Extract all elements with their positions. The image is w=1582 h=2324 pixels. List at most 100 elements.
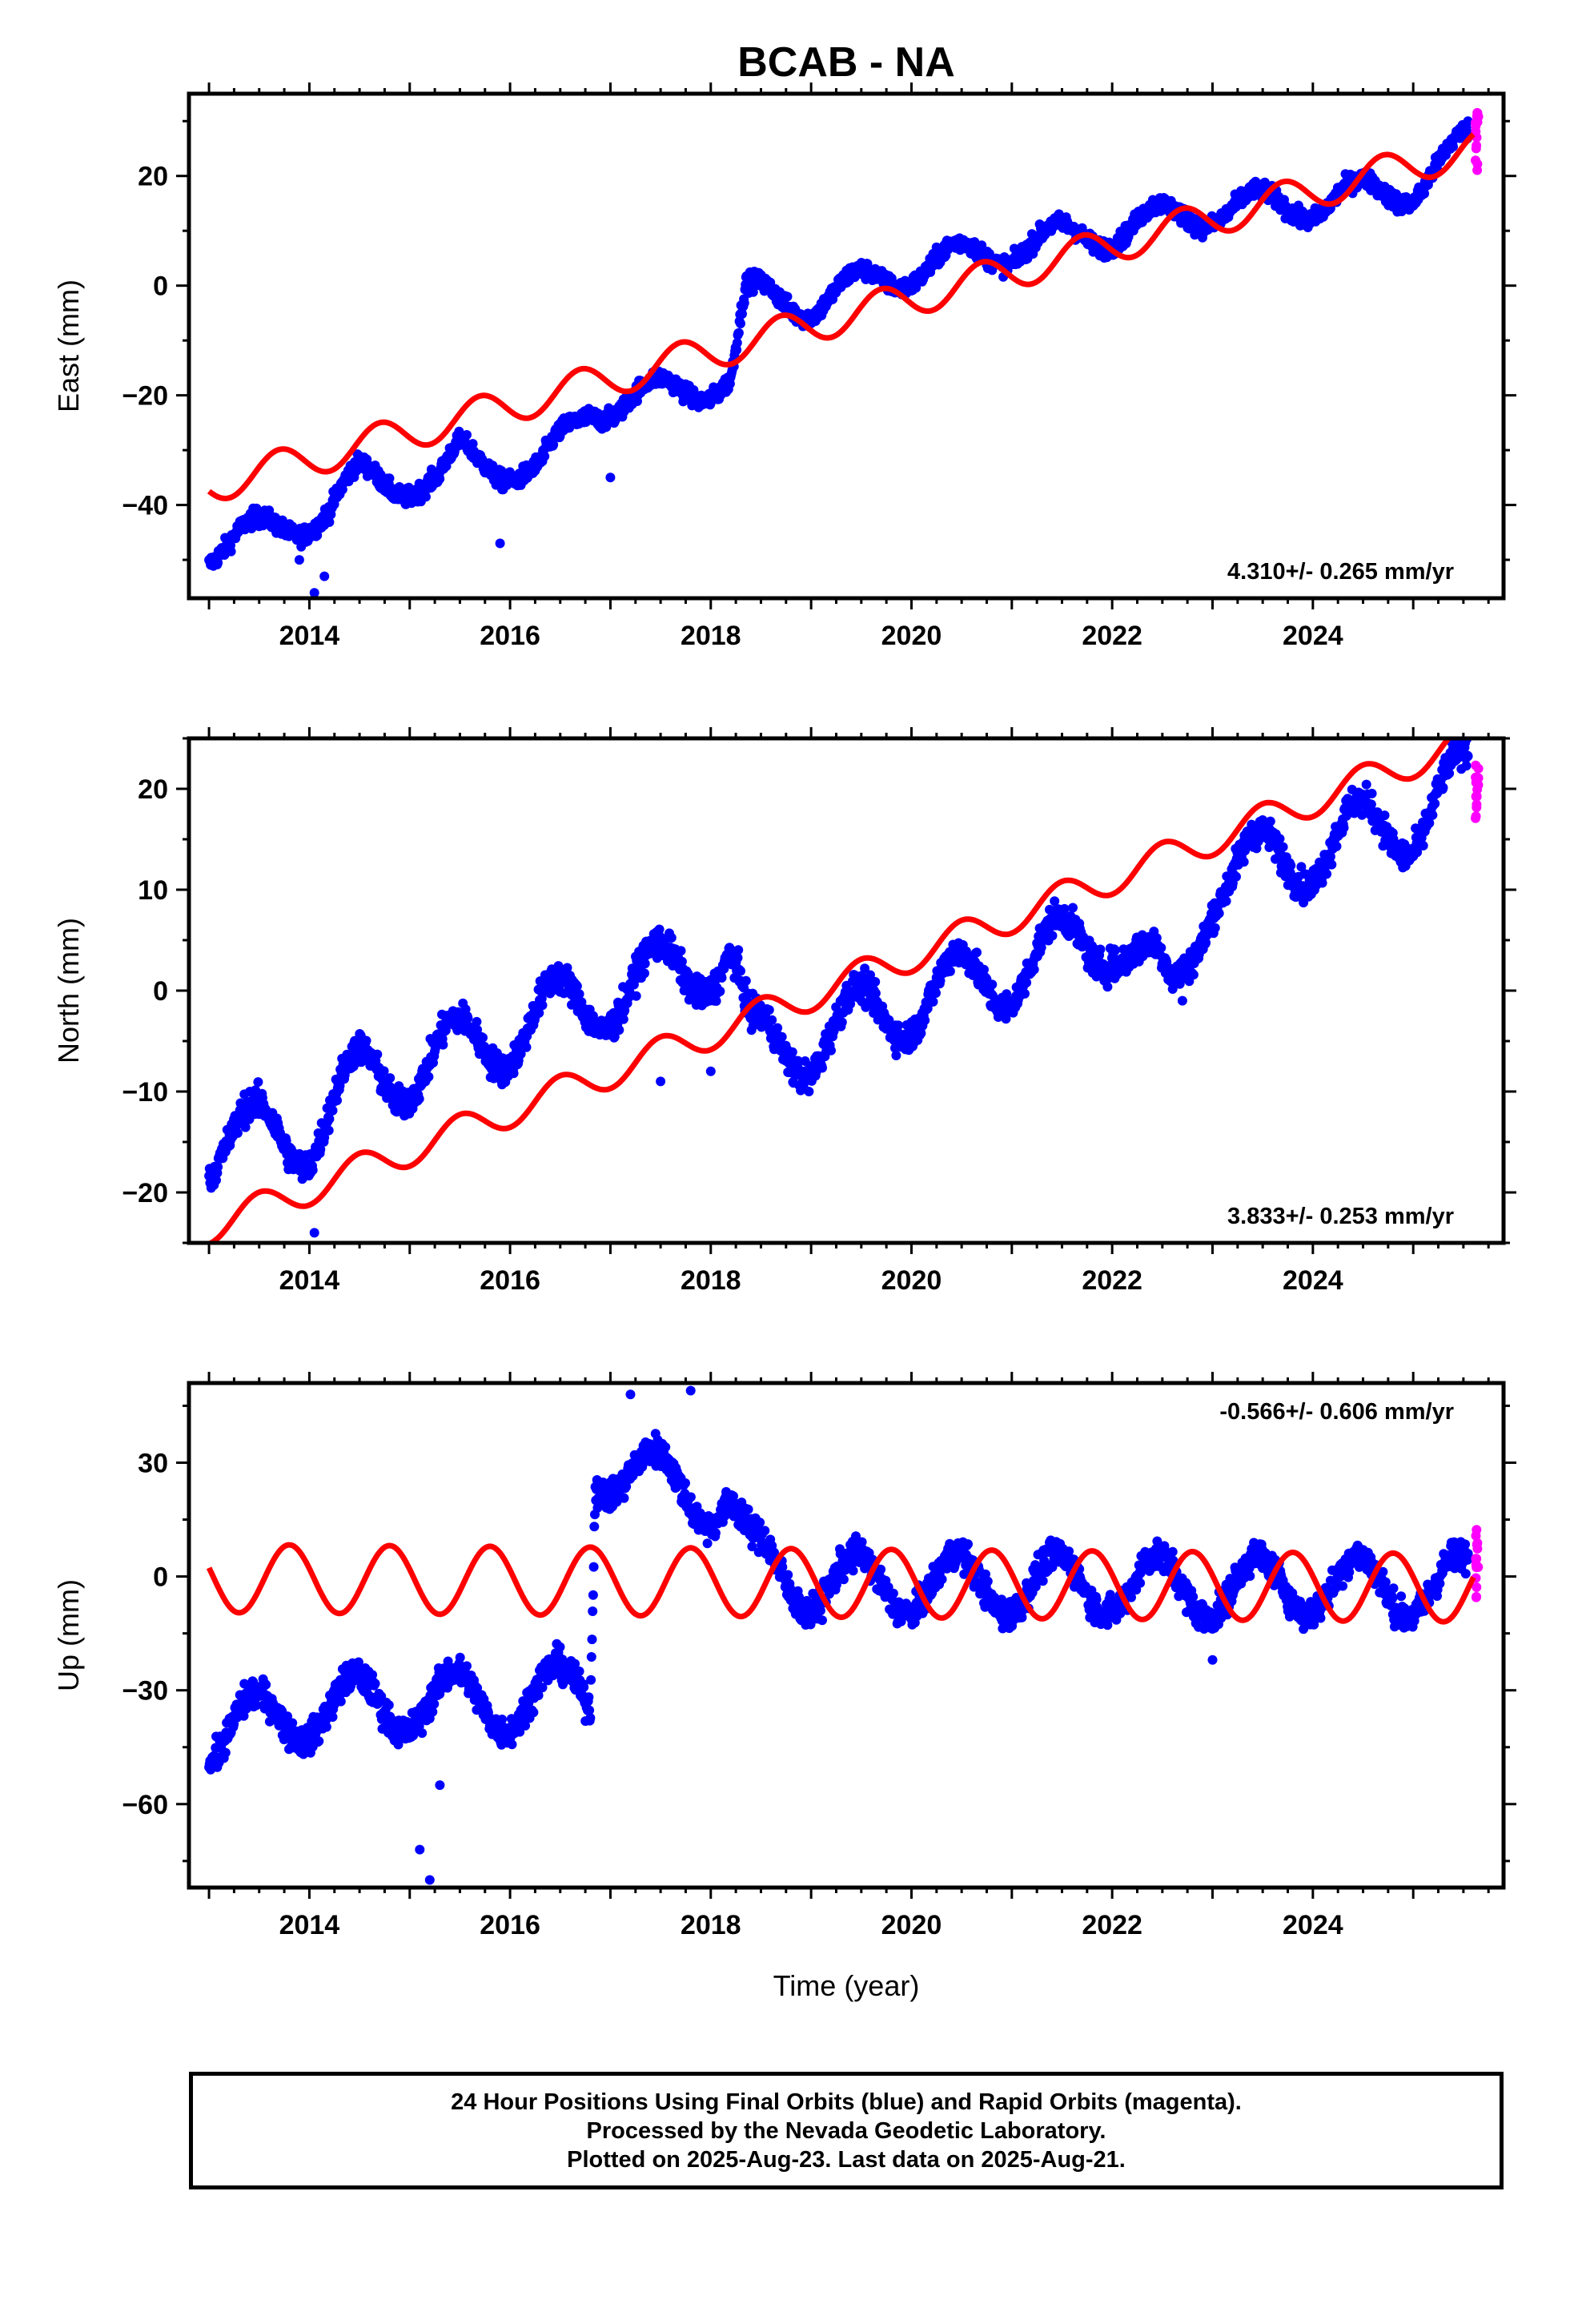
x-tick-label: 2020: [881, 1265, 942, 1296]
final-orbit-point: [931, 988, 941, 998]
final-orbit-point: [220, 1747, 231, 1758]
final-orbit-point: [1361, 779, 1371, 790]
final-orbit-point: [1110, 945, 1120, 955]
final-orbit-point: [739, 298, 749, 308]
final-orbit-point: [226, 546, 236, 557]
final-orbit-point: [817, 1063, 827, 1073]
final-orbit-point: [1317, 878, 1327, 888]
final-orbit-point: [1461, 761, 1472, 771]
chart-title: BCAB - NA: [737, 39, 955, 86]
panels: 2014 2016 2018 2020 2022 2024 −40 −20 0 20 East (m…: [52, 82, 1516, 1940]
final-orbit-point: [463, 1013, 473, 1023]
outlier-point: [309, 1228, 319, 1238]
y-tick-label: 20: [138, 774, 168, 805]
final-orbit-point: [521, 1042, 532, 1052]
final-orbit-point: [1419, 188, 1430, 199]
final-orbit-point: [264, 505, 275, 516]
final-orbit-point: [793, 1055, 803, 1066]
x-tick-label: 2024: [1283, 1265, 1343, 1296]
final-orbit-point: [424, 1072, 434, 1082]
final-orbit-point: [1231, 871, 1241, 882]
final-orbit-point: [987, 979, 998, 990]
final-orbit-point: [609, 1031, 620, 1042]
y-axis-label: North (mm): [52, 918, 85, 1063]
velocity-label: 3.833+/- 0.253 mm/yr: [1227, 1204, 1454, 1229]
final-orbit-point: [640, 959, 650, 969]
final-orbit-point: [1210, 923, 1220, 933]
final-orbit-point: [468, 439, 478, 449]
final-orbit-point: [654, 924, 665, 935]
final-orbit-point: [1379, 810, 1390, 821]
y-tick-label: 10: [138, 875, 168, 906]
x-tick-label: 2016: [480, 621, 540, 651]
final-orbit-point: [516, 1049, 526, 1059]
final-orbit-point: [261, 1679, 271, 1690]
final-orbit-point: [324, 517, 335, 527]
final-orbit-point: [631, 991, 641, 1001]
final-orbit-point: [773, 1023, 783, 1033]
final-orbit-point: [1331, 841, 1342, 851]
final-orbit-point: [777, 1031, 787, 1042]
panel-frame: [187, 91, 1506, 601]
final-orbit-point: [920, 1015, 930, 1026]
plot-area-up: [204, 1385, 1484, 1885]
final-orbit-point: [253, 1077, 263, 1088]
final-orbit-point: [1462, 126, 1472, 136]
rapid-orbit-point: [1471, 121, 1481, 131]
y-tick-label: 0: [153, 976, 168, 1007]
final-orbit-point: [1036, 943, 1046, 953]
final-orbit-point: [1275, 834, 1285, 844]
x-tick-label: 2022: [1082, 1265, 1142, 1296]
final-orbit-point: [1221, 896, 1231, 907]
final-orbit-point: [1463, 116, 1473, 127]
y-tick-label: −20: [122, 1178, 168, 1208]
final-orbit-point: [361, 1035, 371, 1046]
x-tick-label: 2018: [681, 1265, 741, 1296]
final-orbit-point: [733, 328, 744, 338]
final-orbit-point: [588, 1011, 598, 1021]
final-orbit-point: [213, 1162, 223, 1172]
final-orbit-point: [1286, 860, 1296, 870]
final-orbit-point: [438, 1039, 448, 1050]
final-orbit-point: [1188, 970, 1199, 980]
final-orbit-point: [719, 963, 729, 974]
final-orbit-point: [676, 946, 686, 956]
final-orbit-point: [1156, 943, 1166, 953]
final-orbit-point: [1020, 988, 1030, 999]
final-orbit-point: [979, 964, 989, 975]
y-axis-label: East (mm): [52, 279, 85, 412]
rapid-orbit-point: [1471, 143, 1481, 154]
final-orbit-point: [1102, 982, 1113, 992]
final-orbit-point: [741, 975, 751, 986]
final-orbit-point: [247, 524, 257, 533]
final-orbit-point: [540, 451, 550, 461]
final-orbit-point: [240, 1122, 251, 1132]
final-orbit-point: [1367, 788, 1377, 798]
final-orbit-point: [614, 1025, 624, 1035]
x-tick-label: 2016: [480, 1265, 540, 1296]
final-orbit-point: [472, 1016, 482, 1027]
x-tick-label: 2014: [279, 621, 340, 651]
final-orbit-point: [1095, 944, 1106, 955]
rapid-orbit-point: [1472, 802, 1482, 813]
outlier-point: [605, 472, 616, 483]
final-orbit-point: [935, 975, 946, 986]
panel-north: 2014 2016 2018 2020 2022 2024−20−1001020North…: [52, 727, 1516, 1296]
final-orbit-point: [574, 989, 584, 999]
final-orbit-point: [324, 1114, 335, 1124]
final-orbit-point: [572, 981, 582, 991]
final-orbit-point: [736, 319, 745, 328]
outlier-point: [294, 555, 304, 565]
final-orbit-point: [414, 1094, 424, 1104]
final-orbit-point: [1068, 903, 1078, 913]
y-tick-label: −40: [122, 491, 168, 521]
final-orbit-point: [1418, 841, 1428, 850]
final-orbit-point: [1438, 782, 1448, 793]
model-line: [207, 132, 1476, 501]
x-tick-label: 2020: [881, 621, 942, 651]
final-orbit-point: [870, 977, 881, 987]
final-orbit-point: [1022, 978, 1032, 987]
final-orbit-point: [1239, 857, 1249, 867]
